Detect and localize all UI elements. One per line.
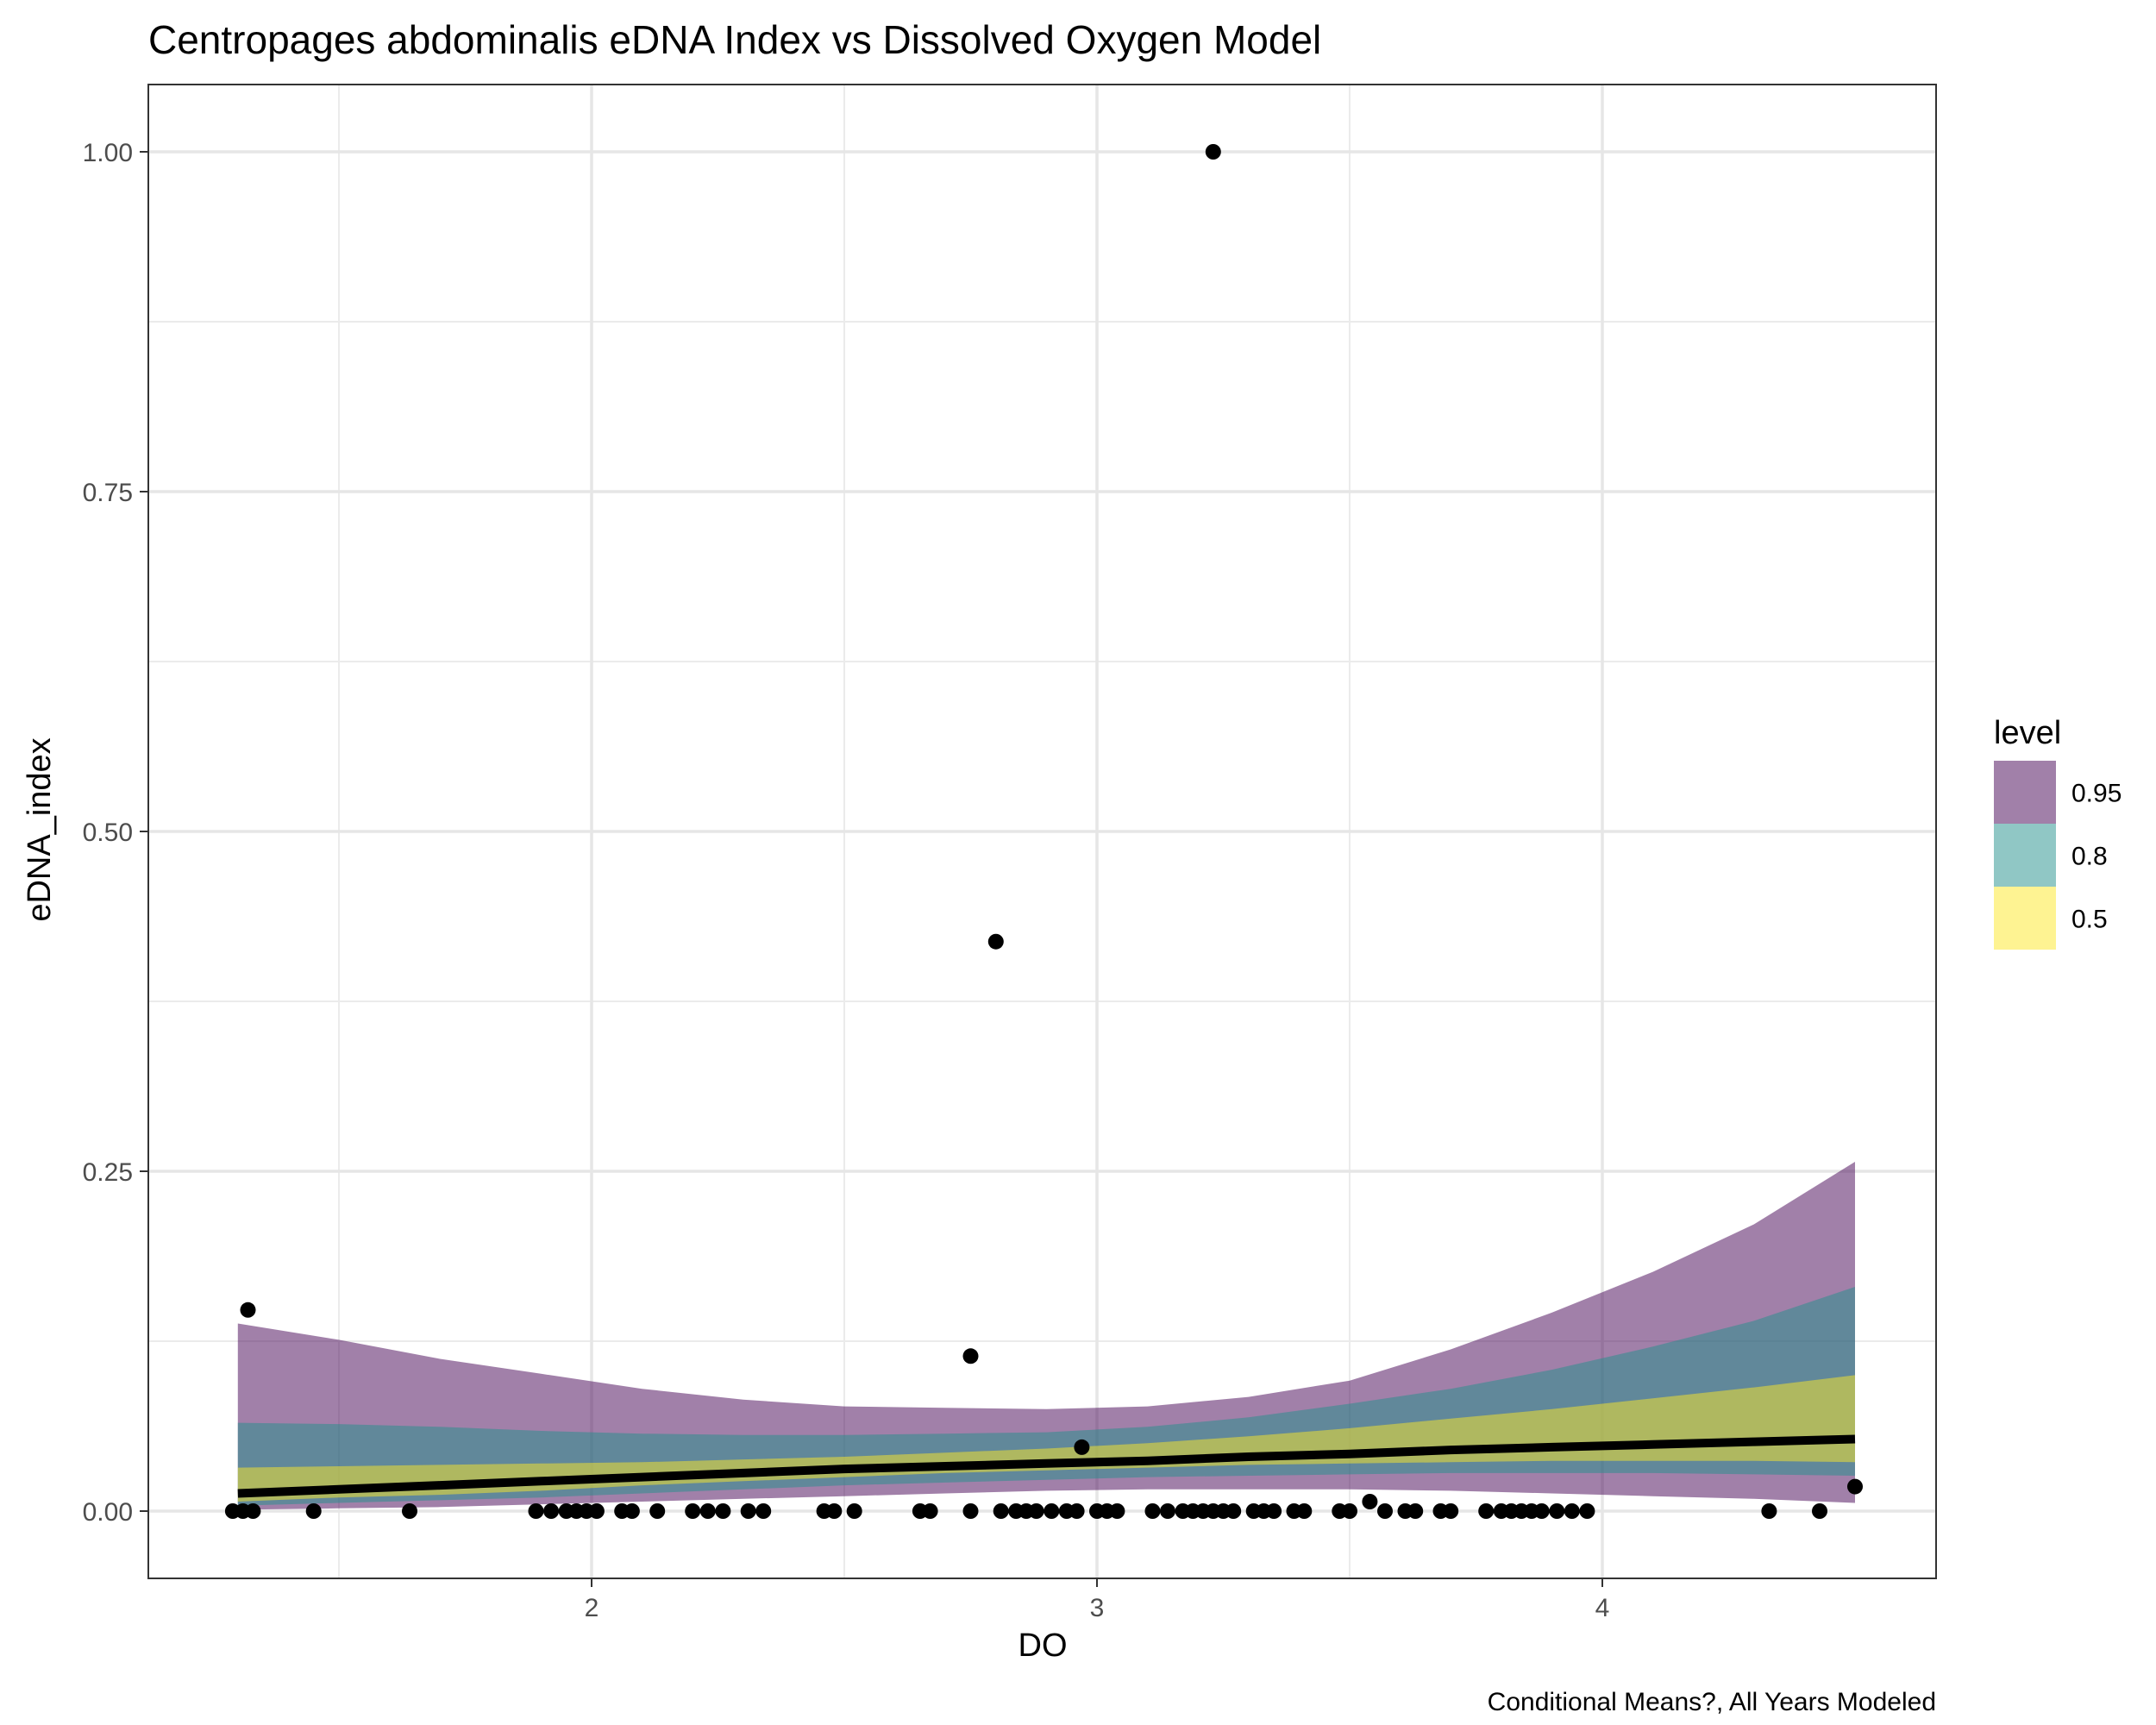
- data-point: [1812, 1503, 1827, 1519]
- data-point: [1564, 1503, 1580, 1519]
- legend-key-0-8: [1994, 824, 2056, 887]
- y-tick-label: 0.25: [83, 1158, 133, 1187]
- data-points: [224, 144, 1863, 1519]
- data-point: [528, 1503, 544, 1519]
- data-point: [993, 1503, 1009, 1519]
- legend-label: 0.95: [2071, 780, 2122, 808]
- data-point: [1028, 1503, 1044, 1519]
- data-point: [1377, 1503, 1393, 1519]
- data-point: [715, 1503, 731, 1519]
- x-axis-ticks: 2 3 4: [585, 1578, 1610, 1622]
- data-point: [1407, 1503, 1424, 1519]
- data-point: [1443, 1503, 1459, 1519]
- data-point: [1549, 1503, 1565, 1519]
- plot-panel: [147, 84, 1937, 1579]
- data-point: [1225, 1503, 1242, 1519]
- data-point: [1160, 1503, 1175, 1519]
- data-point: [685, 1503, 701, 1519]
- data-point: [740, 1503, 756, 1519]
- data-point: [826, 1503, 843, 1519]
- data-point: [1044, 1503, 1060, 1519]
- data-point: [1847, 1478, 1863, 1495]
- legend-key-0-5: [1994, 887, 2056, 950]
- x-tick-label: 2: [585, 1594, 599, 1622]
- data-point: [962, 1348, 979, 1364]
- data-point: [1074, 1439, 1090, 1455]
- data-point: [588, 1503, 605, 1519]
- data-point: [543, 1503, 560, 1519]
- data-point: [755, 1503, 772, 1519]
- y-tick-label: 0.50: [83, 819, 133, 847]
- legend-label: 0.5: [2071, 906, 2108, 934]
- y-axis-title: eDNA_index: [22, 737, 58, 921]
- legend-key-0-95: [1994, 761, 2056, 824]
- data-point: [1362, 1494, 1378, 1509]
- data-point: [987, 933, 1004, 950]
- data-point: [699, 1503, 716, 1519]
- legend-title: level: [1994, 715, 2061, 751]
- data-point: [1761, 1503, 1777, 1519]
- data-point: [1109, 1503, 1125, 1519]
- data-point: [1478, 1503, 1495, 1519]
- data-point: [846, 1503, 862, 1519]
- data-point: [402, 1503, 417, 1519]
- data-point: [1533, 1503, 1550, 1519]
- data-point: [624, 1503, 640, 1519]
- data-point: [1342, 1503, 1357, 1519]
- caption: Conditional Means?, All Years Modeled: [1488, 1688, 1936, 1716]
- data-point: [1579, 1503, 1595, 1519]
- data-point: [922, 1503, 938, 1519]
- y-tick-label: 0.00: [83, 1498, 133, 1527]
- x-axis-title: DO: [1018, 1628, 1068, 1664]
- data-point: [245, 1503, 261, 1519]
- legend: level 0.95 0.8 0.5: [1994, 715, 2122, 950]
- fit-line-layer: [237, 1434, 1856, 1498]
- legend-label: 0.8: [2071, 843, 2108, 871]
- ribbon-0-5: [237, 1375, 1855, 1502]
- y-tick-label: 1.00: [83, 139, 133, 167]
- data-point: [1069, 1503, 1085, 1519]
- data-point: [1144, 1503, 1161, 1519]
- y-axis-ticks: 0.00 0.25 0.50 0.75 1.00: [83, 139, 148, 1527]
- data-point: [962, 1503, 979, 1519]
- data-point: [1266, 1503, 1282, 1519]
- data-point: [1205, 144, 1221, 160]
- data-point: [649, 1503, 666, 1519]
- y-tick-label: 0.75: [83, 479, 133, 507]
- chart-title: Centropages abdominalis eDNA Index vs Di…: [148, 17, 1321, 62]
- data-point: [240, 1302, 256, 1318]
- legend-items: 0.95 0.8 0.5: [1994, 761, 2122, 950]
- x-tick-label: 4: [1595, 1594, 1610, 1622]
- data-point: [1296, 1503, 1313, 1519]
- fit-line: [237, 1434, 1856, 1498]
- x-tick-label: 3: [1090, 1594, 1105, 1622]
- data-point: [305, 1503, 322, 1519]
